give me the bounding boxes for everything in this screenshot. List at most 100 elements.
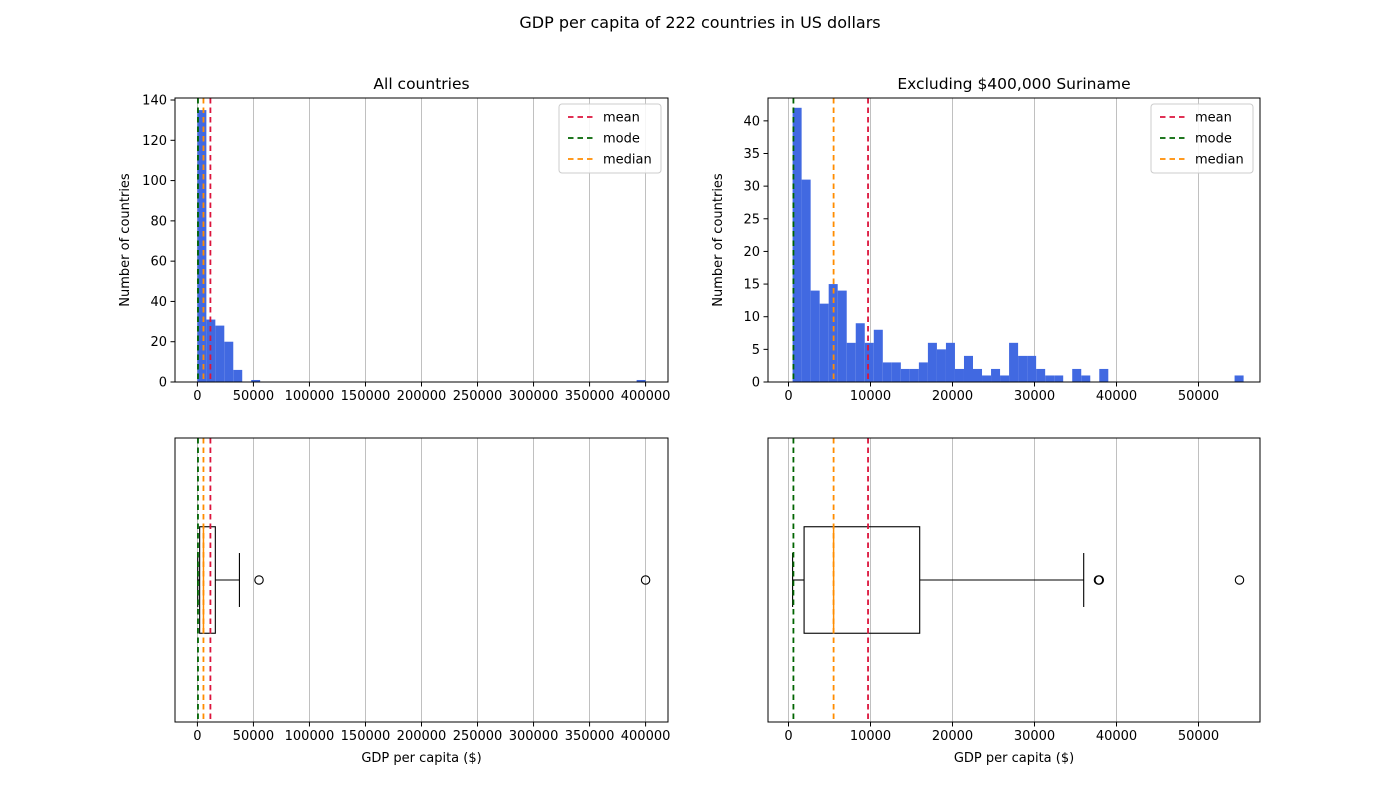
histogram-bar (792, 107, 802, 383)
histogram-bar (982, 375, 992, 382)
histogram-all-countries: 0 50000 100000 150000 200000 250000 300000 3500… (118, 75, 670, 404)
histogram-excluding-suriname: 0 10000 20000 30000 40000 50000 0 5 10 15 20 25 30 35… (711, 75, 1261, 404)
x-tick-label: 300000 (509, 389, 559, 404)
axes-frame (767, 437, 1261, 723)
y-tick-label: 30 (743, 180, 760, 195)
x-tick-label: 30000 (1014, 729, 1055, 744)
x-tick-label: 0 (784, 729, 792, 744)
histogram-bar (233, 369, 243, 382)
histogram-bar (936, 349, 946, 382)
x-tick-label: 350000 (565, 389, 615, 404)
histogram-bar (918, 362, 928, 382)
y-tick-label: 5 (752, 343, 760, 358)
y-tick-label: 20 (743, 245, 760, 260)
box-iqr (803, 526, 921, 634)
histogram-bar (1072, 368, 1082, 382)
histogram-bar (954, 368, 964, 382)
histogram-bar (1234, 375, 1244, 382)
histogram-bar (1027, 355, 1037, 382)
legend-label-mean: mean (1195, 111, 1232, 126)
y-tick-label: 10 (743, 310, 760, 325)
y-tick-label: 0 (752, 376, 760, 391)
axes-frame (767, 97, 1261, 383)
y-tick-label: 120 (142, 134, 167, 149)
x-tick-label: 0 (193, 729, 201, 744)
outlier-point (254, 575, 264, 585)
x-tick-label: 100000 (285, 389, 335, 404)
histogram-bar (945, 342, 955, 382)
x-tick-label: 150000 (341, 729, 391, 744)
histogram-bar (900, 368, 910, 382)
histogram-bar (864, 342, 874, 382)
x-tick-label: 40000 (1096, 729, 1137, 744)
y-tick-label: 80 (150, 214, 167, 229)
y-tick-label: 0 (159, 376, 167, 391)
x-tick-label: 200000 (397, 729, 447, 744)
x-tick-label: 150000 (341, 389, 391, 404)
histogram-bar (206, 319, 216, 382)
x-axis-label: GDP per capita ($) (954, 751, 1074, 766)
histogram-bar (963, 355, 973, 382)
histogram-bar (215, 325, 225, 382)
y-axis-label: Number of countries (711, 173, 726, 307)
y-tick-label: 35 (743, 147, 760, 162)
histogram-bar (1099, 368, 1109, 382)
x-tick-label: 40000 (1096, 389, 1137, 404)
histogram-bar (846, 342, 856, 382)
x-tick-label: 100000 (285, 729, 335, 744)
outlier-point (640, 575, 651, 585)
x-tick-label: 50000 (1178, 389, 1219, 404)
y-axis-label: Number of countries (118, 173, 133, 307)
boxplot-all-countries: 0 50000 100000 150000 200000 250000 300000 3500… (174, 437, 671, 766)
histogram-bar (991, 368, 1001, 382)
histogram-bar (855, 323, 865, 382)
box-iqr (199, 526, 216, 634)
x-axis-label: GDP per capita ($) (361, 751, 481, 766)
histogram-bar (819, 303, 829, 382)
legend-label-median: median (1195, 153, 1244, 168)
histogram-bar (251, 379, 261, 382)
x-tick-label: 400000 (621, 389, 671, 404)
histogram-bar (1054, 375, 1064, 382)
histogram-bar (1036, 368, 1046, 382)
histogram-bar (1081, 375, 1091, 382)
legend-label-mode: mode (603, 132, 640, 147)
histogram-bar (810, 290, 820, 382)
x-tick-label: 200000 (397, 389, 447, 404)
histogram-bar (801, 179, 811, 382)
y-tick-label: 100 (142, 174, 167, 189)
x-tick-label: 50000 (1178, 729, 1219, 744)
y-tick-label: 140 (142, 94, 167, 109)
histogram-bar (882, 362, 892, 382)
x-tick-label: 250000 (453, 389, 503, 404)
y-tick-label: 25 (743, 212, 760, 227)
legend-label-median: median (603, 153, 652, 168)
x-tick-label: 10000 (850, 729, 891, 744)
histogram-bar (837, 290, 847, 382)
x-tick-label: 0 (193, 389, 201, 404)
x-tick-label: 50000 (233, 389, 274, 404)
boxplot-excluding-suriname: 0 10000 20000 30000 40000 50000 GDP per capita… (767, 437, 1261, 766)
y-tick-label: 20 (150, 335, 167, 350)
legend-label-mean: mean (603, 111, 640, 126)
histogram-bar (973, 368, 983, 382)
x-tick-label: 0 (784, 389, 792, 404)
histogram-bar (1045, 375, 1055, 382)
legend-box (1150, 103, 1254, 174)
x-tick-label: 20000 (932, 729, 973, 744)
histogram-bar (873, 329, 883, 382)
y-tick-label: 40 (150, 295, 167, 310)
x-tick-label: 50000 (233, 729, 274, 744)
x-tick-label: 250000 (453, 729, 503, 744)
y-tick-label: 40 (743, 114, 760, 129)
x-tick-label: 30000 (1014, 389, 1055, 404)
x-tick-label: 10000 (850, 389, 891, 404)
figure-suptitle: GDP per capita of 222 countries in US do… (519, 13, 880, 32)
legend-box (558, 103, 662, 174)
axes-title: All countries (373, 75, 469, 93)
histogram-bar (224, 341, 234, 382)
histogram-bar (1018, 355, 1028, 382)
outlier-point (1094, 575, 1105, 585)
histogram-bar (909, 368, 919, 382)
x-tick-label: 400000 (621, 729, 671, 744)
